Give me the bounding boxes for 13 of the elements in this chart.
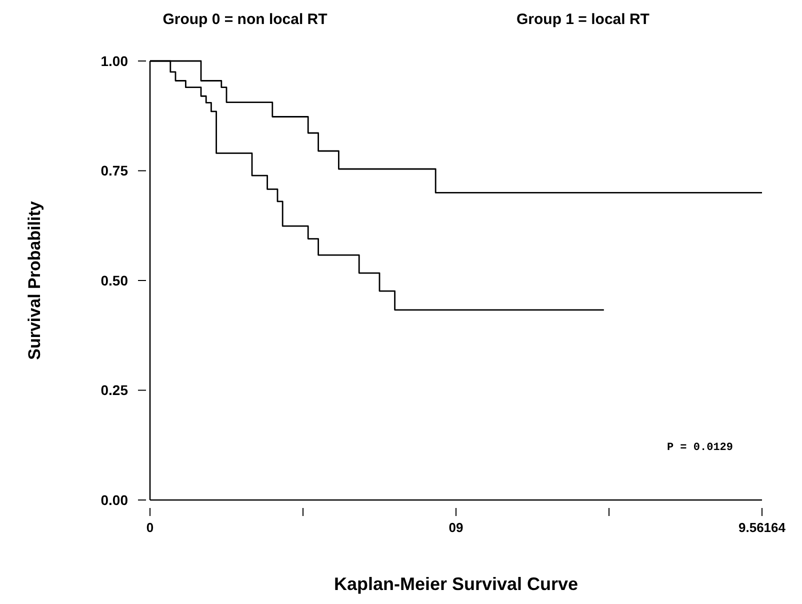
x-tick-label: 0 bbox=[146, 520, 154, 535]
y-tick-label: 0.25 bbox=[100, 382, 128, 398]
annotation: P = 0.0129 bbox=[666, 442, 734, 454]
y-tick-label: 0.00 bbox=[100, 492, 128, 508]
y-axis-title: Survival Probability bbox=[25, 200, 44, 360]
x-tick-label: 09 bbox=[448, 520, 464, 535]
y-tick-label: 0.75 bbox=[100, 162, 128, 179]
x-tick-label: 9.56164 bbox=[738, 520, 786, 535]
text: Group 0 = non local RT bbox=[162, 11, 328, 28]
y-tick-label: 0.50 bbox=[100, 272, 128, 288]
text: Group 1 = local RT bbox=[516, 11, 650, 28]
y-tick-label: 1.00 bbox=[100, 52, 128, 69]
text: Kaplan-Meier Survival Curve bbox=[334, 574, 578, 594]
